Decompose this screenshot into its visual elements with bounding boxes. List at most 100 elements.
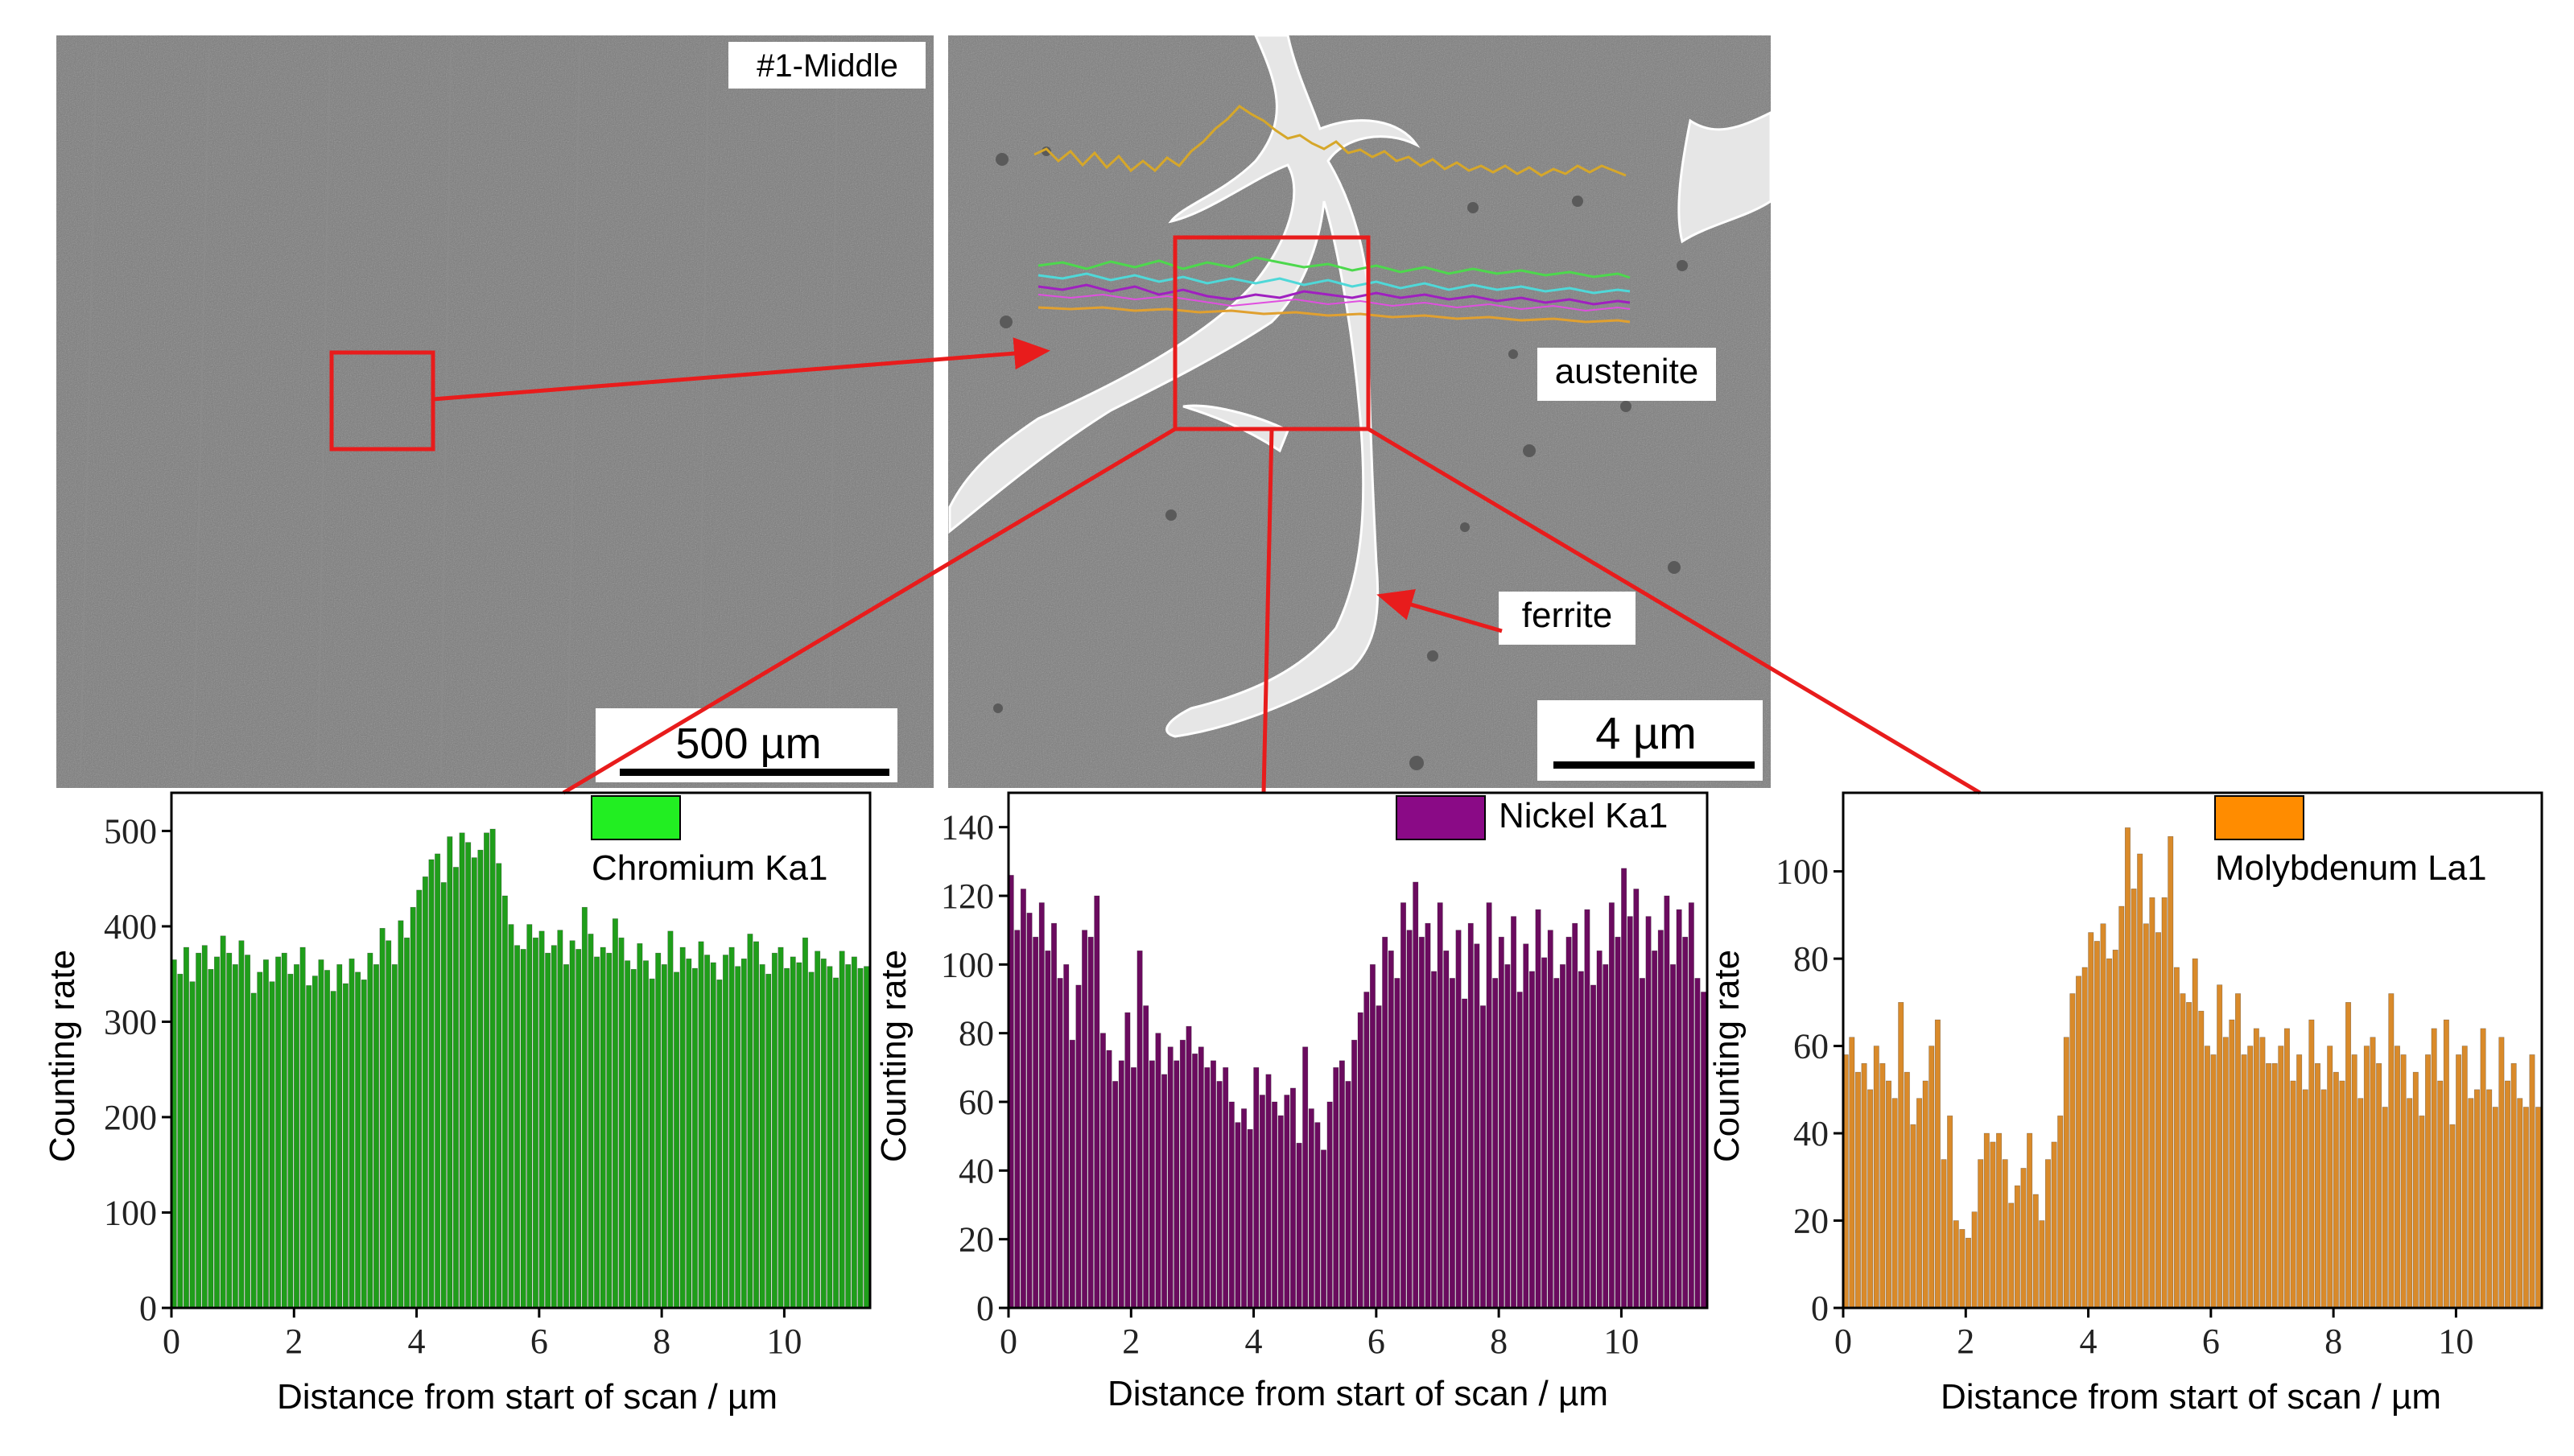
chromium-x-axis-label: Distance from start of scan / µm: [277, 1377, 778, 1417]
chromium-bar: [471, 857, 477, 1309]
molybdenum-bar: [2376, 1062, 2382, 1309]
chromium-bar: [802, 937, 808, 1309]
nickel-bar: [1369, 964, 1376, 1309]
chromium-bar: [275, 956, 282, 1309]
chromium-bar: [213, 956, 221, 1309]
molybdenum-bar: [2443, 1019, 2449, 1309]
chromium-bar: [459, 832, 465, 1309]
chromium-bar: [287, 973, 294, 1309]
nickel-bar: [1645, 916, 1652, 1309]
molybdenum-bar: [1996, 1132, 2003, 1309]
chromium-x-tick-label: 4: [408, 1322, 426, 1361]
nickel-bar: [1112, 1081, 1119, 1309]
zoom-arrow: [432, 337, 1050, 402]
molybdenum-bar: [1886, 1080, 1892, 1309]
nickel-bar: [1479, 1005, 1486, 1309]
sem-right-scalebar: [1553, 761, 1755, 769]
molybdenum-bar: [2143, 923, 2149, 1309]
nickel-bar: [1523, 943, 1529, 1309]
chromium-bar: [520, 949, 526, 1309]
molybdenum-bar: [1953, 1220, 1959, 1309]
nickel-plot-frame: [1007, 791, 1709, 1310]
chromium-x-tick-label: 2: [285, 1322, 303, 1361]
chromium-bar: [514, 945, 521, 1309]
chart-chromium: 0 100 200 300 400 500 0 2 4 6 8 10 Chromium Ka1 Dis…: [43, 791, 872, 1417]
nickel-bar: [1462, 998, 1468, 1309]
nickel-bar: [1033, 936, 1039, 1309]
nickel-bar: [1339, 1060, 1345, 1309]
molybdenum-x-tick-label: 0: [1834, 1322, 1852, 1361]
chart-molybdenum: 0 20 40 60 80 100 0 2 4 6 8 10 Molybdenum La1 Dista…: [1707, 791, 2543, 1417]
nickel-bar: [1302, 1046, 1309, 1309]
molybdenum-bar: [2492, 1107, 2498, 1309]
nickel-bar: [1413, 881, 1419, 1309]
chromium-bars: [171, 828, 870, 1309]
nickel-bar: [1228, 1101, 1235, 1309]
nickel-bar: [1161, 1074, 1168, 1309]
molybdenum-bar: [2283, 1028, 2290, 1309]
chromium-bar: [820, 958, 827, 1309]
nickel-bar: [1223, 1067, 1229, 1309]
molybdenum-bar: [2308, 1019, 2315, 1309]
nickel-bar: [1014, 930, 1021, 1309]
chromium-bar: [262, 959, 269, 1309]
chromium-bar: [649, 978, 655, 1309]
molybdenum-bar: [2020, 1168, 2027, 1309]
molybdenum-bar: [1922, 1080, 1928, 1309]
chromium-bar: [845, 964, 852, 1309]
nickel-bar: [1289, 1087, 1296, 1309]
chromium-bar: [686, 958, 692, 1309]
chromium-y-tick-label: 100: [104, 1193, 157, 1232]
nickel-bar: [1418, 936, 1425, 1309]
nickel-bar: [1069, 1039, 1075, 1309]
molybdenum-bar: [2063, 1037, 2069, 1309]
nickel-bar: [1143, 1005, 1149, 1309]
sem-scan-trace-cyan: [1037, 272, 1631, 295]
chromium-bar: [183, 947, 189, 1309]
molybdenum-bar: [2124, 827, 2131, 1309]
chromium-bar: [771, 952, 778, 1309]
chromium-bar: [391, 964, 398, 1309]
molybdenum-bar: [2222, 1037, 2229, 1309]
molybdenum-bar: [2155, 932, 2162, 1309]
nickel-bar: [1253, 1067, 1260, 1309]
austenite-label-box: [1537, 348, 1716, 401]
molybdenum-y-tick-label: 80: [1793, 939, 1829, 979]
nickel-bar: [1277, 1115, 1284, 1309]
nickel-bar: [1314, 1122, 1321, 1309]
nickel-bar: [1431, 971, 1438, 1309]
molybdenum-bar: [2278, 1046, 2284, 1309]
chromium-bar: [735, 966, 741, 1309]
molybdenum-y-tick-label: 100: [1776, 852, 1829, 892]
molybdenum-bar: [2425, 1054, 2432, 1309]
molybdenum-bar: [2419, 1116, 2425, 1309]
chromium-bar: [728, 947, 735, 1309]
molybdenum-bar: [2394, 1046, 2400, 1309]
nickel-bar: [1272, 1101, 1278, 1309]
nickel-bar: [1326, 1101, 1333, 1309]
molybdenum-bar: [2522, 1107, 2529, 1309]
molybdenum-bar: [1990, 1141, 1996, 1309]
molybdenum-bar: [1978, 1159, 1984, 1309]
molybdenum-bar: [2498, 1037, 2505, 1309]
nickel-bar: [1584, 909, 1590, 1309]
nickel-bar: [1357, 1012, 1363, 1309]
ferrite-label-box: [1499, 592, 1636, 645]
nickel-bar: [1455, 930, 1462, 1309]
chromium-bar: [501, 895, 508, 1309]
sem-scan-trace-purple: [1037, 283, 1631, 306]
chromium-bar: [753, 941, 760, 1309]
molybdenum-bar: [2044, 1159, 2051, 1309]
molybdenum-bar: [1971, 1211, 1978, 1309]
chromium-bar: [851, 956, 857, 1309]
molybdenum-bar: [2529, 1054, 2535, 1309]
chromium-bar: [532, 937, 538, 1309]
molybdenum-bar: [2449, 1124, 2456, 1309]
nickel-bar: [1603, 964, 1609, 1309]
nickel-bar: [1694, 978, 1701, 1309]
chromium-bar: [674, 971, 680, 1309]
sem-left-label-box: [728, 42, 926, 89]
nickel-bar: [1057, 978, 1063, 1309]
chromium-x-tick-label: 10: [766, 1322, 802, 1361]
nickel-bar: [1179, 1039, 1186, 1309]
